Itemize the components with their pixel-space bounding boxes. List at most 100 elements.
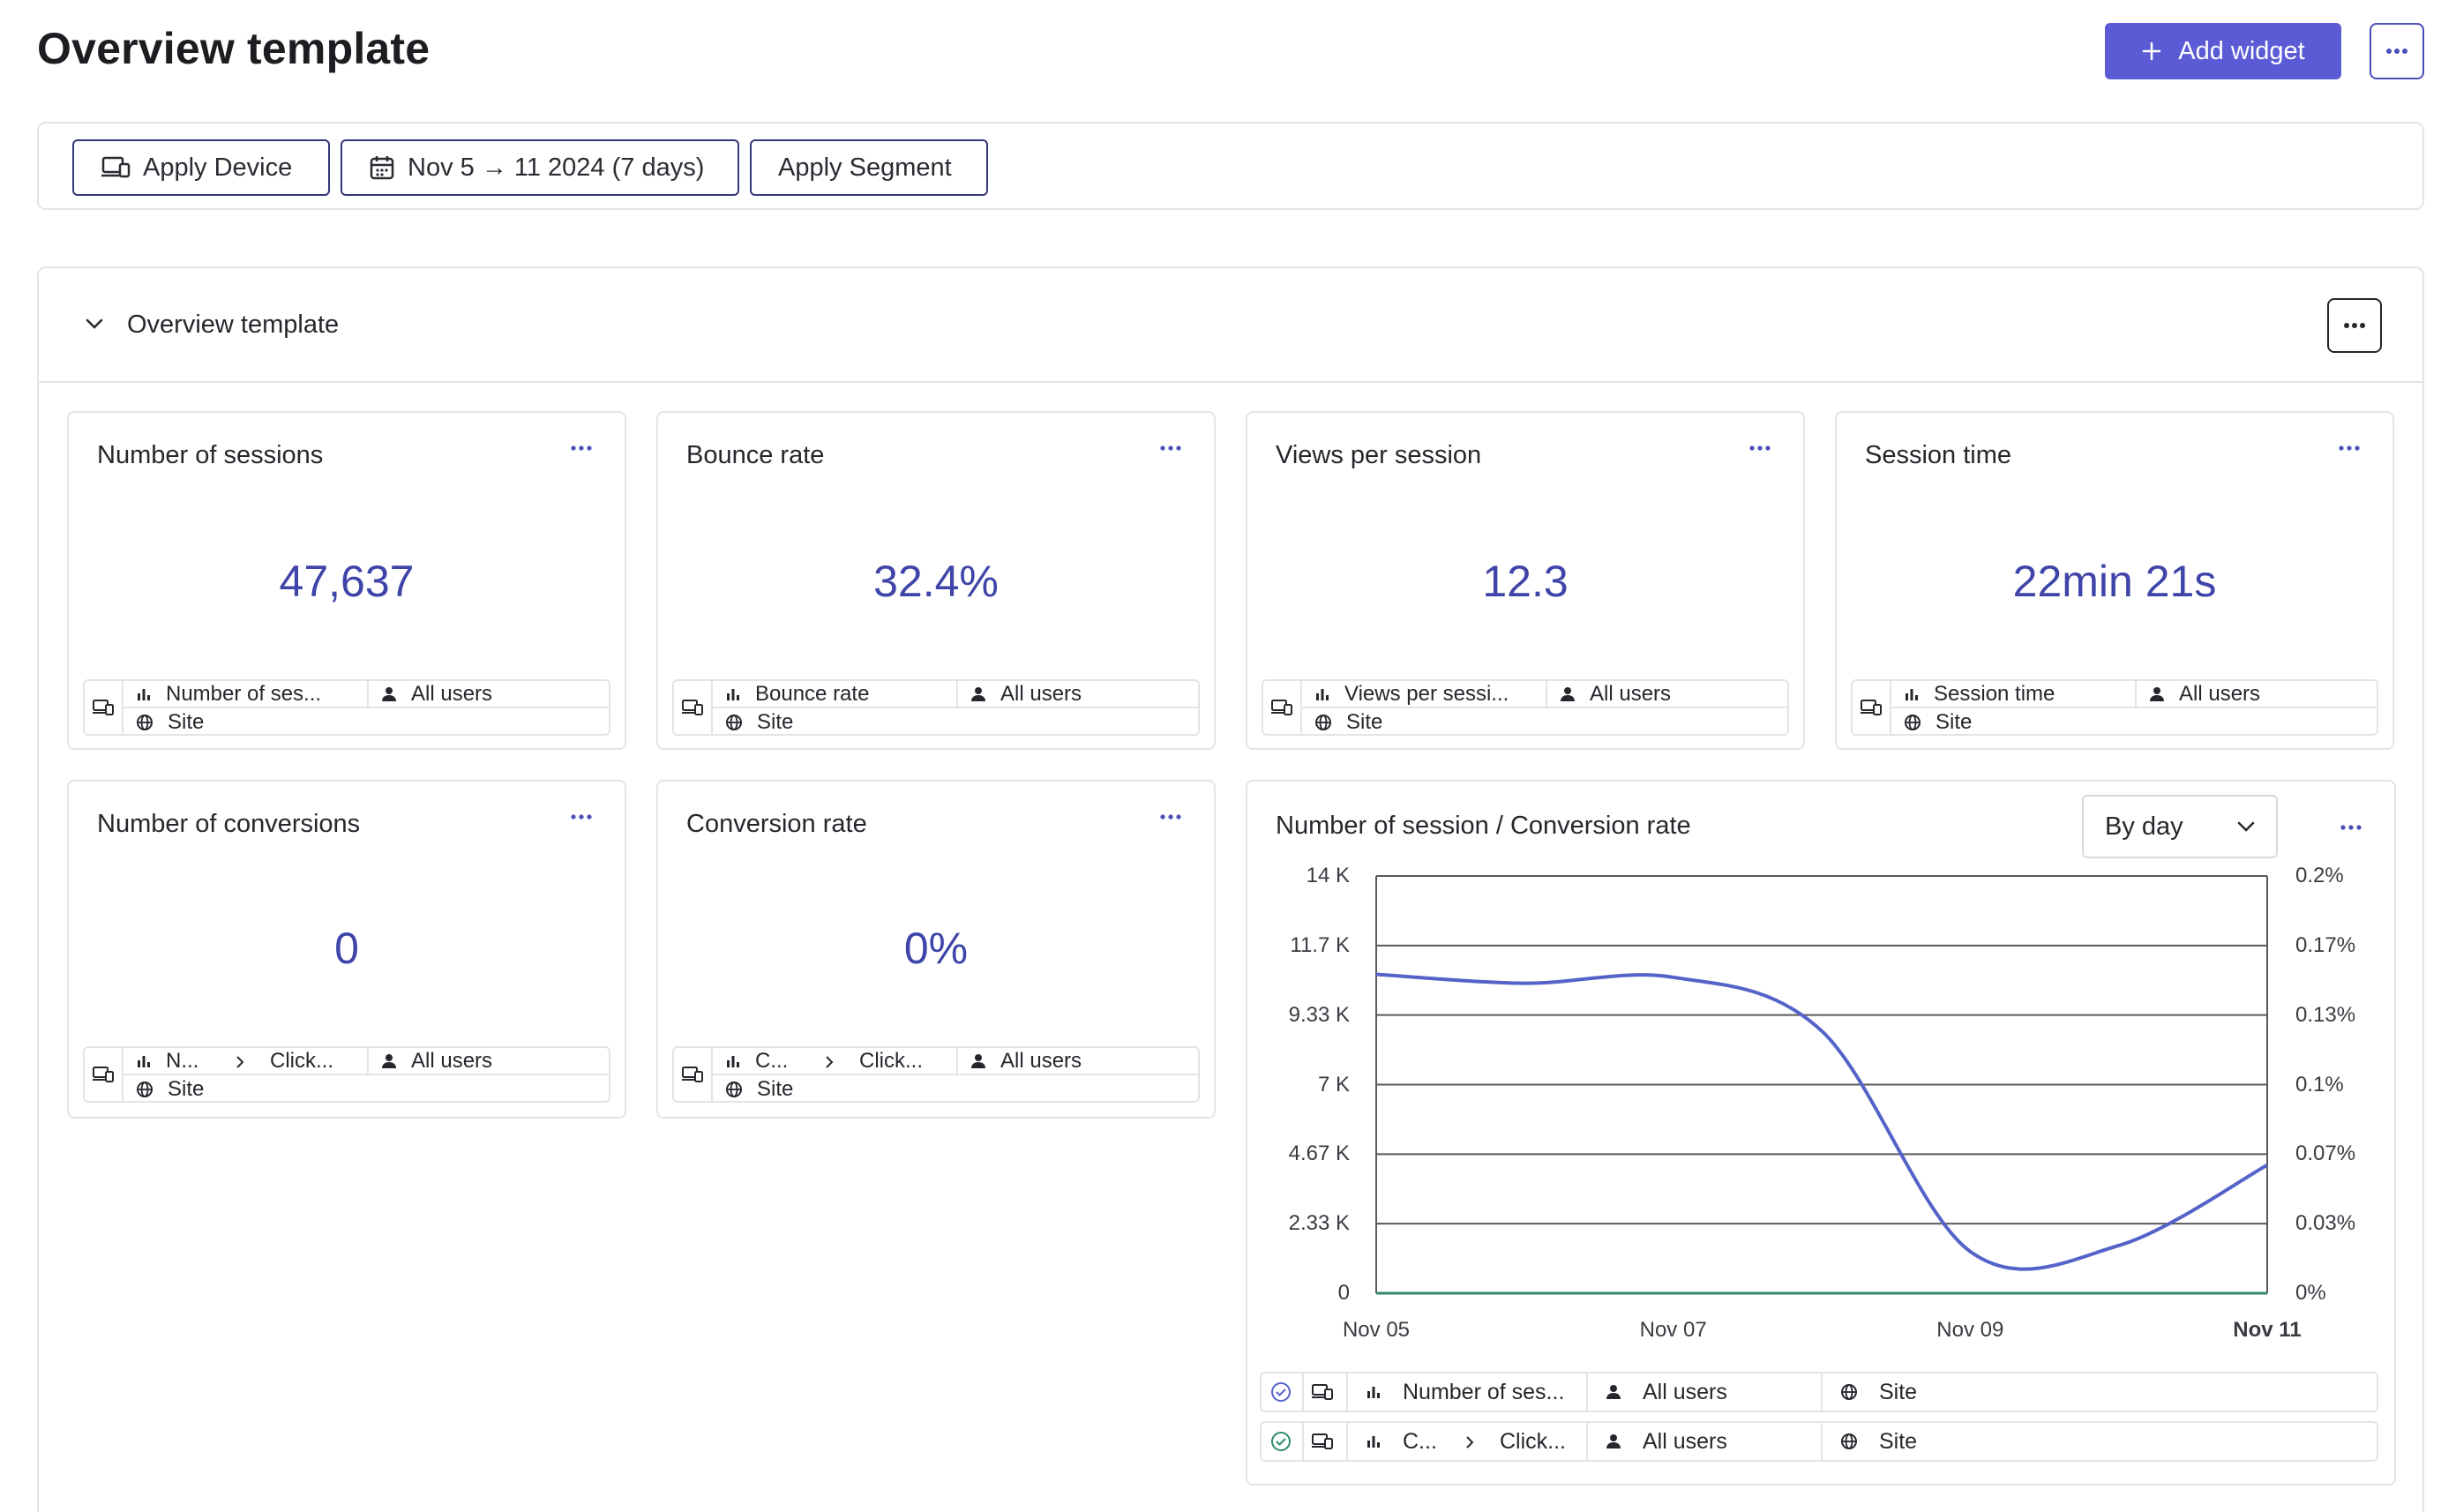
kpi-card-conversion-rate[interactable]: Conversion rate 0% C... Click... All use…: [656, 780, 1216, 1119]
device-icon: [85, 1048, 124, 1101]
chart-title: Number of session / Conversion rate: [1276, 812, 1691, 840]
users-label: All users: [2179, 681, 2261, 706]
metric-label: Views per sessi...: [1344, 681, 1509, 706]
site-label: Site: [757, 709, 794, 734]
users-label: All users: [1000, 681, 1082, 706]
card-footer: C... Click... All users Site: [672, 1046, 1200, 1103]
date-range-button[interactable]: Nov 5 → 11 2024 (7 days): [341, 139, 739, 196]
more-icon: [2344, 323, 2365, 328]
series-row[interactable]: C... Click... All users Site: [1260, 1421, 2378, 1462]
device-icon: [1312, 1433, 1333, 1449]
user-icon: [1561, 686, 1575, 701]
more-icon[interactable]: [1159, 445, 1182, 452]
kpi-value: 0%: [903, 924, 969, 973]
device-icon: [101, 156, 131, 178]
goal-label: Click...: [859, 1048, 923, 1073]
kpi-card-bounce-rate[interactable]: Bounce rate 32.4% Bounce rate All users …: [656, 411, 1216, 750]
card-title: Session time: [1865, 441, 2012, 469]
chevron-down-icon: [2237, 821, 2255, 832]
globe-icon: [1905, 714, 1921, 730]
more-icon[interactable]: [570, 813, 593, 820]
device-icon: [1312, 1384, 1333, 1400]
user-icon: [1606, 1385, 1621, 1399]
y-left-tick-label: 14 K: [1306, 864, 1350, 887]
apply-segment-button[interactable]: Apply Segment: [750, 139, 988, 196]
globe-icon: [1841, 1384, 1857, 1400]
granularity-select[interactable]: By day: [2082, 795, 2278, 858]
metric-label: Bounce rate: [755, 681, 870, 706]
chevron-right-icon: [1466, 1436, 1474, 1448]
bar-chart-icon: [727, 688, 739, 700]
bar-chart-icon: [1906, 688, 1918, 700]
kpi-card-views-per-session[interactable]: Views per session 12.3 Views per sessi..…: [1246, 411, 1805, 750]
more-icon[interactable]: [570, 445, 593, 452]
site-label: Site: [1346, 709, 1383, 734]
globe-icon: [137, 714, 153, 730]
metric-label: Number of ses...: [1403, 1379, 1565, 1404]
more-icon[interactable]: [1748, 445, 1771, 452]
device-icon: [674, 681, 713, 734]
y-left-tick-label: 7 K: [1317, 1072, 1350, 1097]
bar-chart-icon: [138, 1055, 150, 1067]
check-circle-icon[interactable]: [1270, 1431, 1292, 1452]
x-tick-label: Nov 09: [1936, 1318, 2004, 1342]
kpi-card-session-time[interactable]: Session time 22min 21s Session time All …: [1835, 411, 2394, 750]
user-icon: [382, 1053, 396, 1068]
plus-icon: [2141, 41, 2162, 62]
apply-device-label: Apply Device: [143, 153, 293, 182]
users-label: All users: [1643, 1428, 1727, 1454]
bar-chart-icon: [727, 1055, 739, 1067]
device-icon: [1853, 681, 1891, 734]
y-right-tick-label: 0.1%: [2295, 1072, 2344, 1097]
page-more-button[interactable]: [2370, 23, 2424, 79]
globe-icon: [726, 1081, 742, 1097]
add-widget-button[interactable]: Add widget: [2105, 23, 2341, 79]
kpi-card-sessions[interactable]: Number of sessions 47,637 Number of ses.…: [67, 411, 626, 750]
y-right-tick-label: 0.13%: [2295, 1002, 2356, 1027]
chevron-down-icon[interactable]: [85, 318, 104, 330]
user-icon: [971, 686, 985, 701]
section-panel: Overview template: [37, 266, 2424, 1512]
y-right-tick-label: 0.03%: [2295, 1211, 2356, 1236]
site-label: Site: [168, 1076, 205, 1101]
metric-label: Session time: [1934, 681, 2055, 706]
user-icon: [1606, 1434, 1621, 1448]
metric-label: Number of ses...: [166, 681, 322, 706]
metric-label: C...: [755, 1048, 789, 1073]
goal-label: Click...: [270, 1048, 333, 1073]
more-icon[interactable]: [2340, 824, 2362, 831]
card-footer: Views per sessi... All users Site: [1262, 679, 1789, 736]
series-row[interactable]: Number of ses... All users Site: [1260, 1372, 2378, 1412]
users-label: All users: [1590, 681, 1672, 706]
globe-icon: [1315, 714, 1331, 730]
bar-chart-icon: [1367, 1387, 1380, 1398]
kpi-value: 12.3: [1482, 557, 1569, 606]
y-left-tick-label: 9.33 K: [1288, 1002, 1350, 1027]
card-title: Conversion rate: [686, 810, 867, 838]
check-circle-icon[interactable]: [1270, 1381, 1292, 1403]
users-label: All users: [1643, 1379, 1727, 1404]
more-icon[interactable]: [1159, 813, 1182, 820]
card-footer: N... Click... All users Site: [83, 1046, 610, 1103]
chevron-right-icon: [826, 1056, 834, 1068]
site-label: Site: [168, 709, 205, 734]
users-label: All users: [411, 1048, 493, 1073]
granularity-value: By day: [2105, 812, 2183, 841]
kpi-value: 22min 21s: [2012, 557, 2217, 606]
filter-bar: Apply Device Nov 5 → 11 2024 (7 days) Ap…: [37, 122, 2424, 210]
device-icon: [85, 681, 124, 734]
card-footer: Number of ses... All users Site: [83, 679, 610, 736]
user-icon: [382, 686, 396, 701]
metric-label: C...: [1403, 1428, 1437, 1454]
globe-icon: [137, 1081, 153, 1097]
section-more-button[interactable]: [2327, 298, 2382, 353]
user-icon: [2150, 686, 2164, 701]
kpi-card-conversions[interactable]: Number of conversions 0 N... Click... Al…: [67, 780, 626, 1119]
card-title: Number of sessions: [97, 441, 324, 469]
bar-chart-icon: [1316, 688, 1329, 700]
more-icon[interactable]: [2338, 445, 2361, 452]
apply-device-button[interactable]: Apply Device: [72, 139, 330, 196]
device-icon: [1263, 681, 1302, 734]
card-footer: Session time All users Site: [1851, 679, 2378, 736]
y-left-tick-label: 2.33 K: [1288, 1211, 1350, 1236]
